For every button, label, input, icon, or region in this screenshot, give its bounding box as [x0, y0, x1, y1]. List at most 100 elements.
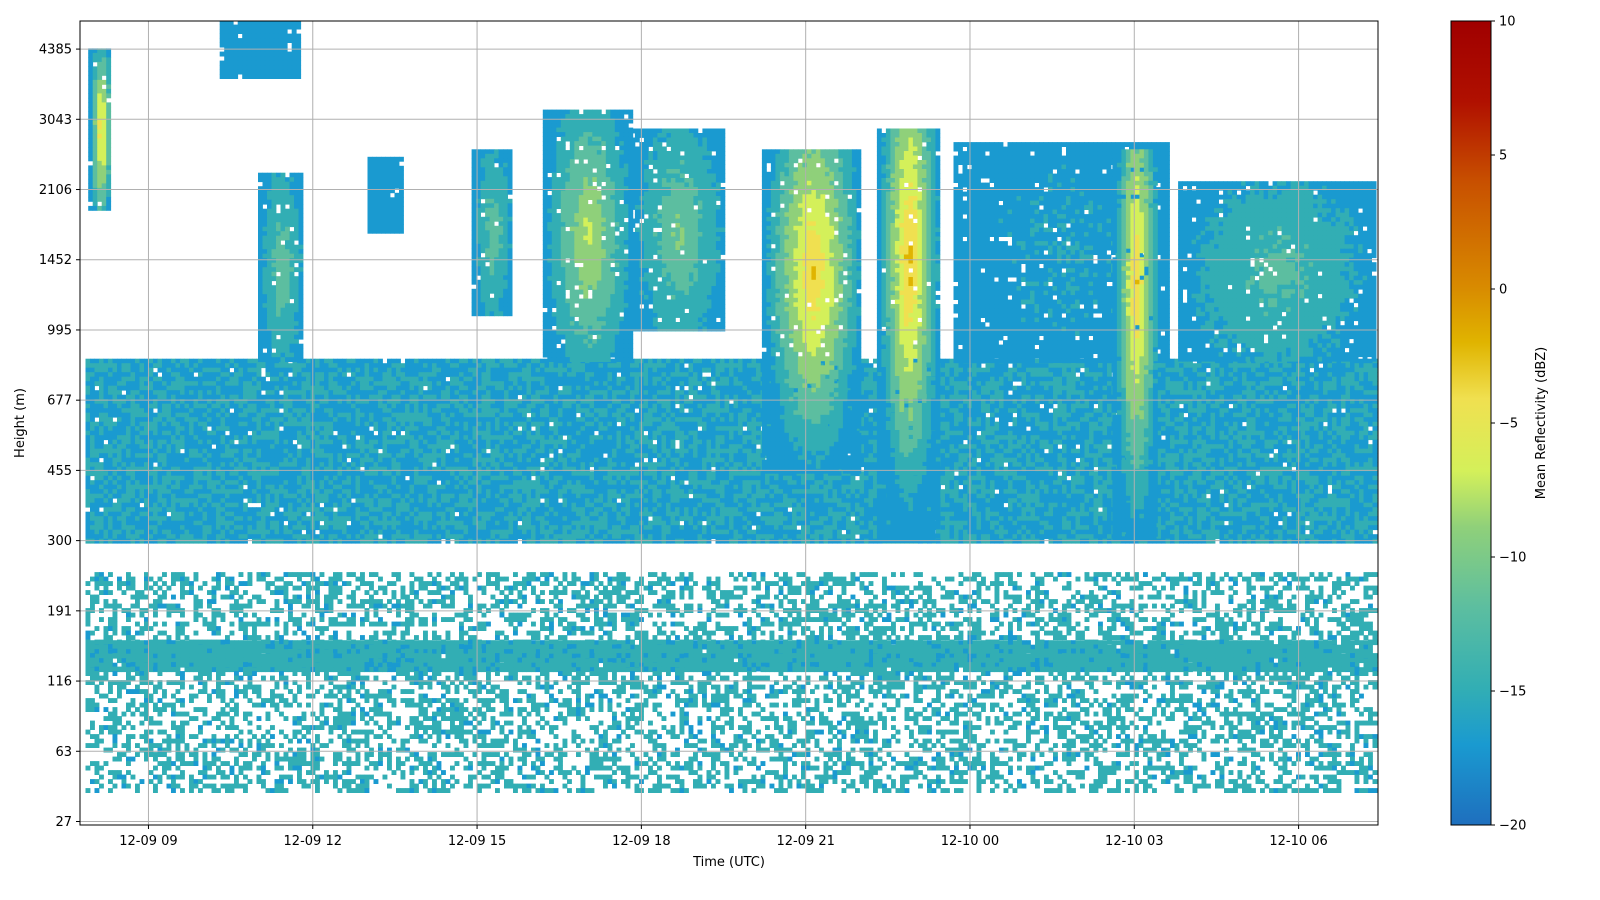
heatmap-cell	[990, 404, 995, 409]
heatmap-cell	[1094, 417, 1099, 422]
heatmap-cell	[513, 359, 518, 364]
heatmap-cell	[720, 359, 725, 364]
heatmap-cell	[675, 426, 680, 431]
heatmap-cell	[545, 422, 550, 427]
heatmap-cell	[756, 404, 761, 409]
heatmap-cell	[225, 404, 230, 409]
heatmap-cell	[608, 404, 613, 409]
heatmap-cell	[1067, 368, 1072, 373]
heatmap-cell	[162, 426, 167, 431]
heatmap-cell	[185, 390, 190, 395]
heatmap-cell	[410, 368, 415, 373]
heatmap-cell	[864, 426, 869, 431]
heatmap-cell	[1049, 413, 1054, 418]
heatmap-cell	[1323, 431, 1328, 436]
heatmap-cell	[1265, 372, 1270, 377]
heatmap-cell	[203, 386, 208, 391]
heatmap-cell	[495, 435, 500, 440]
heatmap-cell	[486, 422, 491, 427]
heatmap-cell	[1197, 404, 1202, 409]
heatmap-cell	[716, 417, 721, 422]
heatmap-cell	[266, 386, 271, 391]
heatmap-cell	[734, 390, 739, 395]
heatmap-cell	[131, 426, 136, 431]
heatmap-cell	[585, 422, 590, 427]
heatmap-cell	[716, 404, 721, 409]
heatmap-cell	[149, 404, 154, 409]
heatmap-cell	[104, 368, 109, 373]
heatmap-cell	[1359, 413, 1364, 418]
heatmap-cell	[477, 386, 482, 391]
heatmap-cell	[653, 435, 658, 440]
heatmap-cell	[275, 368, 280, 373]
heatmap-cell	[1026, 422, 1031, 427]
heatmap-cell	[567, 386, 572, 391]
heatmap-cell	[365, 386, 370, 391]
heatmap-cell	[392, 381, 397, 386]
heatmap-cell	[500, 363, 505, 368]
heatmap-cell	[189, 363, 194, 368]
heatmap-cell	[612, 390, 617, 395]
heatmap-cell	[1098, 417, 1103, 422]
heatmap-cell	[153, 386, 158, 391]
heatmap-cell	[648, 408, 653, 413]
heatmap-cell	[342, 390, 347, 395]
heatmap-cell	[1247, 422, 1252, 427]
heatmap-cell	[1242, 381, 1247, 386]
heatmap-cell	[1022, 435, 1027, 440]
heatmap-cell	[1206, 395, 1211, 400]
heatmap-cell	[90, 408, 95, 413]
heatmap-cell	[216, 413, 221, 418]
heatmap-cell	[1364, 426, 1369, 431]
heatmap-cell	[387, 395, 392, 400]
heatmap-cell	[1166, 408, 1171, 413]
heatmap-cell	[738, 404, 743, 409]
heatmap-cell	[1359, 368, 1364, 373]
heatmap-cell	[675, 413, 680, 418]
heatmap-cell	[423, 404, 428, 409]
heatmap-cell	[153, 426, 158, 431]
heatmap-cell	[86, 404, 91, 409]
heatmap-cell	[1026, 377, 1031, 382]
heatmap-cell	[1215, 377, 1220, 382]
heatmap-cell	[1368, 377, 1373, 382]
heatmap-cell	[536, 408, 541, 413]
heatmap-cell	[599, 390, 604, 395]
heatmap-cell	[752, 426, 757, 431]
heatmap-cell	[1346, 395, 1351, 400]
heatmap-cell	[693, 435, 698, 440]
heatmap-cell	[1103, 408, 1108, 413]
heatmap-cell	[230, 377, 235, 382]
heatmap-cell	[333, 363, 338, 368]
heatmap-cell	[500, 368, 505, 373]
heatmap-cell	[1035, 426, 1040, 431]
heatmap-cell	[644, 435, 649, 440]
heatmap-cell	[140, 359, 145, 364]
heatmap-cell	[113, 390, 118, 395]
heatmap-cell	[1269, 390, 1274, 395]
heatmap-cell	[212, 395, 217, 400]
heatmap-cell	[221, 395, 226, 400]
heatmap-cell	[680, 422, 685, 427]
heatmap-cell	[630, 386, 635, 391]
heatmap-cell	[1031, 422, 1036, 427]
heatmap-cell	[266, 363, 271, 368]
heatmap-cell	[1242, 377, 1247, 382]
heatmap-cell	[1170, 404, 1175, 409]
heatmap-cell	[1188, 386, 1193, 391]
heatmap-cell	[1211, 390, 1216, 395]
heatmap-cell	[743, 417, 748, 422]
heatmap-cell	[293, 381, 298, 386]
heatmap-cell	[1089, 431, 1094, 436]
heatmap-cell	[356, 368, 361, 373]
heatmap-cell	[963, 390, 968, 395]
heatmap-cell	[1026, 395, 1031, 400]
heatmap-cell	[1085, 395, 1090, 400]
heatmap-cell	[185, 372, 190, 377]
heatmap-cell	[1004, 381, 1009, 386]
heatmap-cell	[1080, 417, 1085, 422]
heatmap-cell	[482, 404, 487, 409]
heatmap-cell	[288, 390, 293, 395]
heatmap-cell	[599, 386, 604, 391]
heatmap-cell	[1238, 386, 1243, 391]
